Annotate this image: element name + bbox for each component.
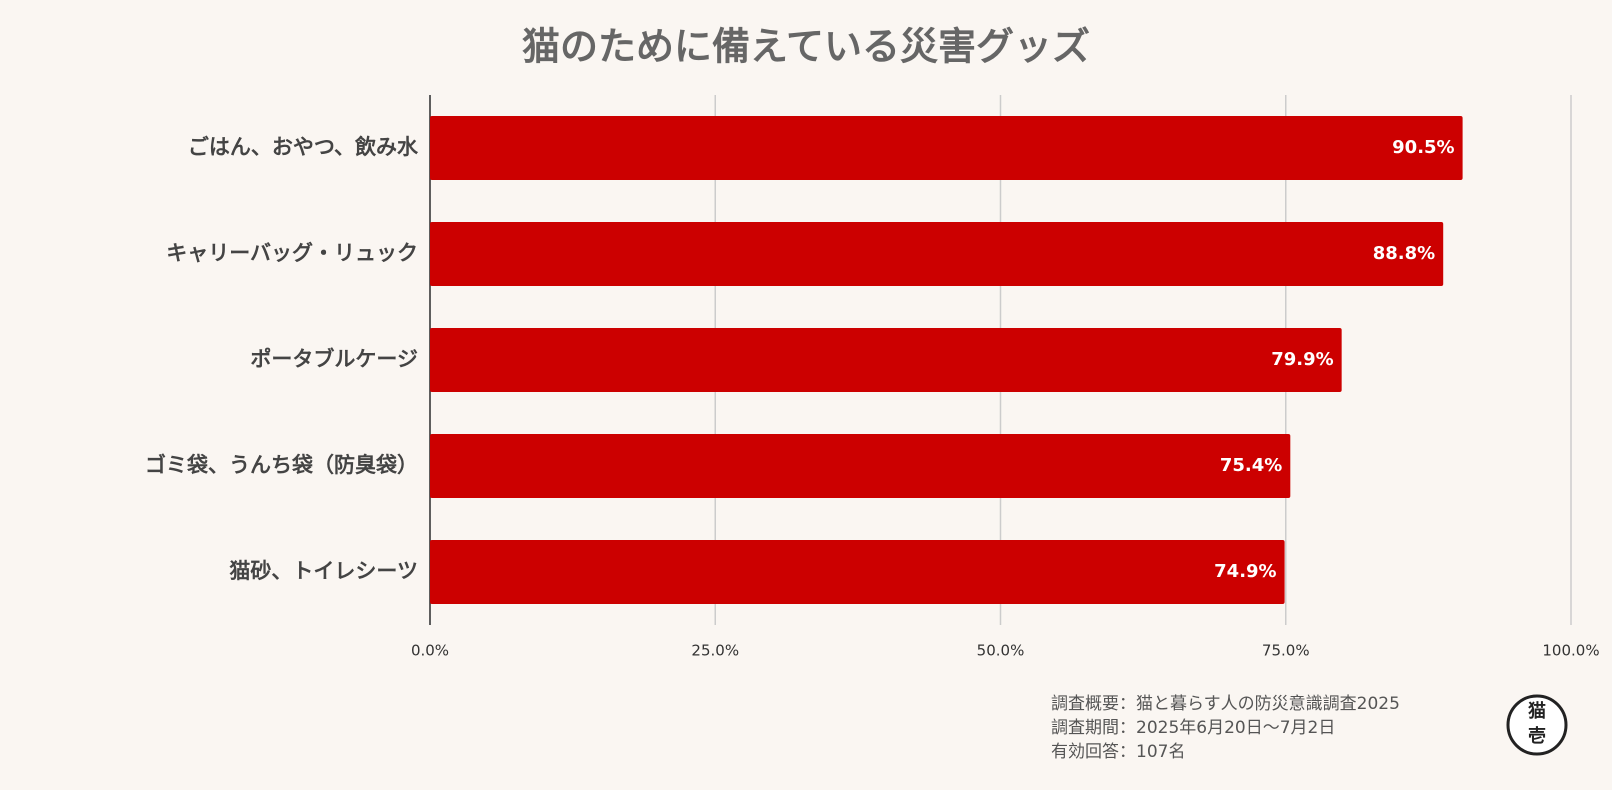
footnote: 調査概要：猫と暮らす人の防災意識調査2025	[1051, 694, 1400, 714]
bar	[430, 328, 1342, 392]
value-label: 90.5%	[1392, 137, 1454, 158]
footnote: 有効回答：107名	[1051, 742, 1185, 762]
y-tick-label: ゴミ袋、うんち袋（防臭袋）	[145, 453, 418, 477]
value-label: 88.8%	[1373, 243, 1435, 264]
x-tick-label: 25.0%	[691, 642, 739, 660]
y-tick-label: ポータブルケージ	[250, 347, 418, 371]
bar	[430, 540, 1285, 604]
chart-title: 猫のために備えている災害グッズ	[522, 25, 1090, 69]
x-tick-label: 50.0%	[977, 642, 1025, 660]
y-tick-label: 猫砂、トイレシーツ	[229, 559, 418, 583]
y-tick-label: ごはん、おやつ、飲み水	[188, 135, 419, 159]
footnote: 調査期間：2025年6月20日〜7月2日	[1051, 718, 1335, 738]
bar	[430, 116, 1463, 180]
x-tick-label: 0.0%	[411, 642, 449, 660]
value-label: 79.9%	[1271, 349, 1333, 370]
logo-ring	[1506, 694, 1568, 756]
bar	[430, 222, 1444, 286]
bar	[430, 434, 1291, 498]
logo-text: 猫	[1528, 700, 1546, 722]
y-tick-label: キャリーバッグ・リュック	[166, 241, 418, 265]
value-label: 74.9%	[1214, 561, 1276, 582]
x-tick-label: 100.0%	[1542, 642, 1599, 660]
logo-text: 壱	[1528, 725, 1546, 747]
x-tick-label: 75.0%	[1262, 642, 1310, 660]
value-label: 75.4%	[1220, 455, 1282, 476]
